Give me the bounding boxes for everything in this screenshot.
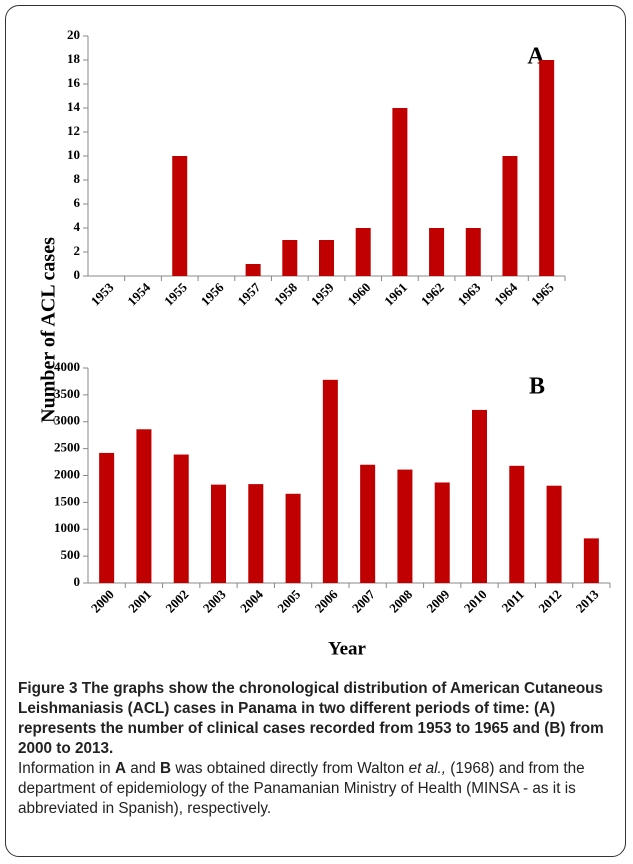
x-tick-label: 1960 xyxy=(344,280,373,309)
bar xyxy=(173,454,189,583)
y-tick-label: 10 xyxy=(67,147,80,162)
chart: Number of ACL cases Year 0 2 4 6 8 10 12 14 16 18… xyxy=(38,27,611,659)
x-tick-label: 1965 xyxy=(528,279,557,308)
caption-body: Information in A and B was obtained dire… xyxy=(18,759,616,819)
bar xyxy=(355,228,371,276)
bar xyxy=(546,485,562,583)
bar xyxy=(245,264,261,276)
caption: Figure 3 The graphs show the chronologic… xyxy=(18,679,616,819)
y-axis-label: Number of ACL cases xyxy=(38,237,60,423)
bar xyxy=(465,228,481,276)
y-tick-label: 2 xyxy=(74,243,81,258)
y-tick-label: 2000 xyxy=(54,466,80,481)
bar xyxy=(211,484,226,583)
x-tick-label: 2002 xyxy=(162,587,191,616)
x-tick-label: 1962 xyxy=(418,280,447,309)
x-tick-label: 2007 xyxy=(349,586,378,615)
x-tick-label: 1958 xyxy=(271,279,300,308)
x-tick-label: 1959 xyxy=(308,279,337,308)
bar xyxy=(583,538,599,583)
bar xyxy=(172,156,188,276)
y-tick-label: 0 xyxy=(74,574,81,589)
y-tick-label: 3500 xyxy=(54,386,80,401)
y-tick-label: 500 xyxy=(61,547,81,562)
bar xyxy=(434,482,450,583)
y-tick-label: 4 xyxy=(74,219,81,234)
y-tick-label: 12 xyxy=(67,123,80,138)
annotation: B xyxy=(529,374,545,400)
y-tick-label: 1000 xyxy=(54,520,80,535)
y-tick-label: 20 xyxy=(67,27,80,42)
bar xyxy=(285,493,301,583)
x-tick-label: 1955 xyxy=(161,279,190,308)
x-tick-label: 2009 xyxy=(423,586,452,615)
x-tick-label: 1953 xyxy=(88,279,117,308)
bar xyxy=(429,228,445,276)
bar xyxy=(472,409,487,583)
caption-text: A xyxy=(114,760,126,777)
x-tick-label: 2006 xyxy=(312,586,341,615)
bar xyxy=(248,484,264,583)
bar xyxy=(319,240,334,276)
x-tick-label: 2004 xyxy=(237,586,266,615)
x-tick-label: 2012 xyxy=(535,587,564,616)
caption-text: Information in xyxy=(18,760,115,777)
bar xyxy=(509,465,525,583)
x-tick-label: 1961 xyxy=(381,280,410,309)
bar xyxy=(392,108,408,276)
y-tick-label: 2500 xyxy=(54,440,80,455)
x-tick-label: 2005 xyxy=(274,586,303,615)
y-tick-label: 16 xyxy=(67,75,81,90)
x-tick-label: 1963 xyxy=(455,279,484,308)
y-tick-label: 6 xyxy=(74,195,81,210)
bar xyxy=(136,429,152,583)
y-tick-label: 3000 xyxy=(54,413,80,428)
x-tick-label: 2011 xyxy=(499,587,527,615)
y-tick-label: 4000 xyxy=(54,359,80,374)
caption-text: was obtained directly from Walton xyxy=(171,760,409,777)
x-tick-label: 2000 xyxy=(88,587,117,616)
caption-text: B xyxy=(160,760,172,777)
bar xyxy=(99,452,115,583)
x-tick-label: 1957 xyxy=(234,279,263,308)
x-tick-label: 1954 xyxy=(124,279,153,308)
x-tick-label: 2008 xyxy=(386,586,415,615)
x-tick-label: 1956 xyxy=(198,279,227,308)
bar xyxy=(397,469,413,583)
bar xyxy=(322,379,338,583)
y-tick-label: 14 xyxy=(67,99,81,114)
y-tick-label: 18 xyxy=(67,51,81,66)
bar xyxy=(539,60,555,276)
x-tick-label: 2003 xyxy=(200,586,229,615)
caption-text: et al., xyxy=(408,760,446,777)
x-tick-label: 1964 xyxy=(491,279,520,308)
y-tick-label: 1500 xyxy=(54,493,80,508)
y-tick-label: 0 xyxy=(74,267,81,282)
figure-frame xyxy=(5,5,626,857)
caption-text: (1968) and from the department of epidem… xyxy=(18,760,585,817)
y-tick-label: 8 xyxy=(74,171,81,186)
bar xyxy=(360,464,376,583)
caption-text: and xyxy=(126,760,161,777)
x-tick-label: 2001 xyxy=(125,587,154,616)
x-tick-label: 2010 xyxy=(461,587,490,616)
x-axis-label: Year xyxy=(328,638,367,659)
caption-title: Figure 3 The graphs show the chronologic… xyxy=(18,680,604,757)
bar xyxy=(502,156,518,276)
bar xyxy=(282,240,298,276)
x-tick-label: 2013 xyxy=(573,586,602,615)
